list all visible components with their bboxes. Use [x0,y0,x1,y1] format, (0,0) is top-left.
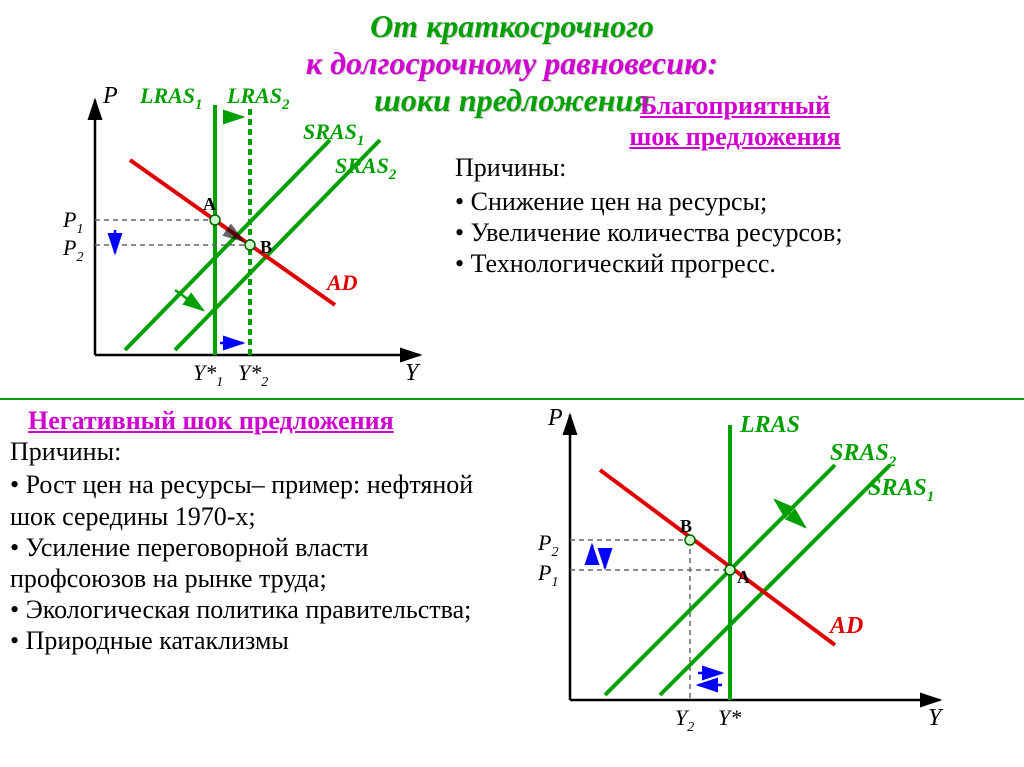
negative-text: Негативный шок предложения Причины: Рост… [10,405,480,657]
chart1-svg: P Y A B P1 [35,85,445,395]
neg-causes-label: Причины: [10,437,121,466]
fav-cause-3: Технологический прогресс. [455,248,1015,279]
sras-shift-arrow [175,290,203,310]
sras1-line [660,465,890,695]
x-axis-label: Y [405,360,421,386]
favorable-chart: P Y A B P1 [35,85,445,395]
negative-heading: Негативный шок предложения [10,405,480,436]
ad-label: AD [828,613,863,639]
point-a [725,565,735,575]
title-line1: От краткосрочного [370,8,654,44]
p1-label: P1 [62,207,83,237]
lras1-label: LRAS1 [139,85,203,113]
favorable-causes: Причины: Снижение цен на ресурсы; Увелич… [455,152,1015,279]
point-b-label: B [680,516,692,536]
favorable-heading: Благоприятный шок предложения [455,90,1015,152]
point-b [685,535,695,545]
y2-label: Y2 [675,705,694,735]
point-b [245,240,255,250]
fav-cause-2: Увеличение количества ресурсов; [455,217,1015,248]
neg-cause-3: Экологическая политика правительства; [10,594,480,625]
lras2-label: LRAS2 [226,85,290,113]
p1-label: P1 [537,560,558,590]
lras-label: LRAS [739,412,800,438]
fav-causes-label: Причины: [455,153,566,182]
chart2-svg: P Y A B P2 [500,400,970,740]
favorable-section: P Y A B P1 [0,90,1024,390]
p2-label: P2 [537,530,558,560]
fav-cause-1: Снижение цен на ресурсы; [455,186,1015,217]
fav-h2: шок предложения [629,122,840,151]
ad-label: AD [325,270,358,295]
x-axis-label: Y [928,705,944,731]
neg-cause-1: Рост цен на ресурсы– пример: нефтяной шо… [10,469,480,531]
sras1-label: SRAS1 [303,119,364,149]
favorable-text: Благоприятный шок предложения Причины: С… [455,90,1015,279]
sras2-label: SRAS2 [830,440,897,470]
neg-cause-4: Природные катаклизмы [10,625,480,656]
y1-label: Y*1 [193,360,223,390]
negative-chart: P Y A B P2 [500,400,970,740]
y-axis-label: P [547,405,563,431]
sras1-line [125,140,330,350]
point-a-label: A [737,567,750,587]
negative-causes: Причины: Рост цен на ресурсы– пример: не… [10,436,480,656]
sras1-label: SRAS1 [868,475,934,505]
negative-section: Негативный шок предложения Причины: Рост… [0,405,1024,755]
p2-label: P2 [62,235,83,265]
y1-label: Y* [718,705,741,730]
y-axis-label: P [102,85,118,109]
point-a-label: A [203,194,216,214]
point-b-label: B [260,237,272,257]
point-a [210,215,220,225]
y2-label: Y*2 [238,360,268,390]
title-line2: к долгосрочному равновесию: [306,45,718,81]
fav-h1: Благоприятный [640,91,830,120]
neg-cause-2: Усиление переговорной власти профсоюзов … [10,532,480,594]
